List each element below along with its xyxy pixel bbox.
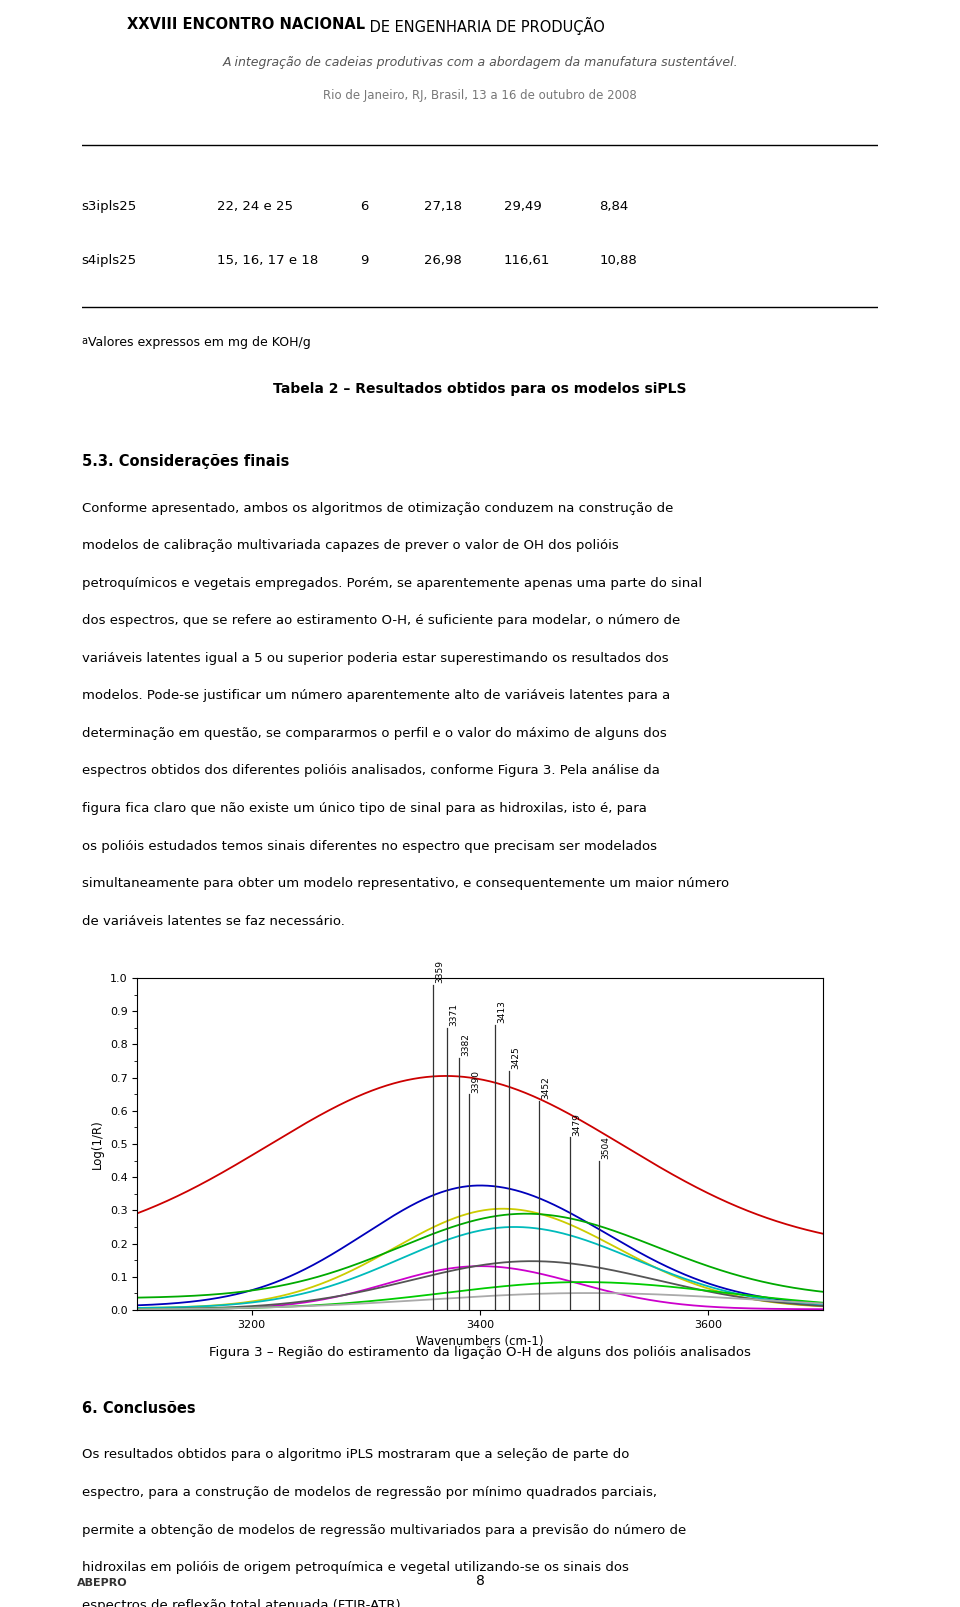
Text: Figura 3 – Região do estiramento da ligação O-H de alguns dos polióis analisados: Figura 3 – Região do estiramento da liga… xyxy=(209,1347,751,1360)
Text: 10,88: 10,88 xyxy=(599,254,637,267)
Text: 3382: 3382 xyxy=(462,1033,470,1056)
Text: 3504: 3504 xyxy=(601,1136,610,1159)
Text: 3425: 3425 xyxy=(511,1046,519,1069)
Text: 8: 8 xyxy=(475,1573,485,1588)
Text: espectro, para a construção de modelos de regressão por mínimo quadrados parciai: espectro, para a construção de modelos d… xyxy=(82,1486,657,1499)
Text: A integração de cadeias produtivas com a abordagem da manufatura sustentável.: A integração de cadeias produtivas com a… xyxy=(222,56,738,69)
Text: 29,49: 29,49 xyxy=(504,201,541,214)
Text: Os resultados obtidos para o algoritmo iPLS mostraram que a seleção de parte do: Os resultados obtidos para o algoritmo i… xyxy=(82,1448,629,1461)
Text: Conforme apresentado, ambos os algoritmos de otimização conduzem na construção d: Conforme apresentado, ambos os algoritmo… xyxy=(82,501,673,514)
Text: 3371: 3371 xyxy=(449,1003,458,1027)
Text: Tabela 2 – Resultados obtidos para os modelos siPLS: Tabela 2 – Resultados obtidos para os mo… xyxy=(274,382,686,395)
Text: DE ENGENHARIA DE PRODUÇÃO: DE ENGENHARIA DE PRODUÇÃO xyxy=(365,18,605,35)
Text: modelos de calibração multivariada capazes de prever o valor de OH dos polióis: modelos de calibração multivariada capaz… xyxy=(82,540,618,553)
Text: permite a obtenção de modelos de regressão multivariados para a previsão do núme: permite a obtenção de modelos de regress… xyxy=(82,1523,685,1536)
Text: s3ipls25: s3ipls25 xyxy=(82,201,137,214)
Text: dos espectros, que se refere ao estiramento O-H, é suficiente para modelar, o nú: dos espectros, que se refere ao estirame… xyxy=(82,614,680,627)
Text: espectros de reflexão total atenuada (FTIR-ATR).: espectros de reflexão total atenuada (FT… xyxy=(82,1599,404,1607)
Text: modelos. Pode-se justificar um número aparentemente alto de variáveis latentes p: modelos. Pode-se justificar um número ap… xyxy=(82,689,670,702)
Y-axis label: Log(1/R): Log(1/R) xyxy=(91,1118,105,1168)
Text: determinação em questão, se compararmos o perfil e o valor do máximo de alguns d: determinação em questão, se compararmos … xyxy=(82,726,666,739)
Text: XXVIII ENCONTRO NACIONAL: XXVIII ENCONTRO NACIONAL xyxy=(127,18,365,32)
X-axis label: Wavenumbers (cm-1): Wavenumbers (cm-1) xyxy=(417,1335,543,1348)
Text: os polióis estudados temos sinais diferentes no espectro que precisam ser modela: os polióis estudados temos sinais difere… xyxy=(82,839,657,852)
Text: figura fica claro que não existe um único tipo de sinal para as hidroxilas, isto: figura fica claro que não existe um únic… xyxy=(82,802,646,815)
Text: 3479: 3479 xyxy=(572,1112,582,1136)
Text: 8,84: 8,84 xyxy=(599,201,629,214)
Text: 5.3. Considerações finais: 5.3. Considerações finais xyxy=(82,455,289,469)
Text: espectros obtidos dos diferentes polióis analisados, conforme Figura 3. Pela aná: espectros obtidos dos diferentes polióis… xyxy=(82,765,660,778)
Text: 26,98: 26,98 xyxy=(424,254,462,267)
Text: petroquímicos e vegetais empregados. Porém, se aparentemente apenas uma parte do: petroquímicos e vegetais empregados. Por… xyxy=(82,577,702,590)
Text: 3413: 3413 xyxy=(497,1000,506,1022)
Text: Valores expressos em mg de KOH/g: Valores expressos em mg de KOH/g xyxy=(88,336,311,349)
Text: 3390: 3390 xyxy=(470,1070,480,1093)
Text: 9: 9 xyxy=(361,254,369,267)
Text: 6: 6 xyxy=(361,201,369,214)
Text: hidroxilas em polióis de origem petroquímica e vegetal utilizando-se os sinais d: hidroxilas em polióis de origem petroquí… xyxy=(82,1560,629,1573)
Text: 22, 24 e 25: 22, 24 e 25 xyxy=(217,201,293,214)
Text: 3359: 3359 xyxy=(436,959,444,983)
Text: 6. Conclusões: 6. Conclusões xyxy=(82,1401,195,1416)
Text: ABEPRO: ABEPRO xyxy=(77,1578,128,1588)
Text: simultaneamente para obter um modelo representativo, e consequentemente um maior: simultaneamente para obter um modelo rep… xyxy=(82,877,729,890)
Text: 116,61: 116,61 xyxy=(504,254,550,267)
Text: a: a xyxy=(82,336,87,346)
Text: variáveis latentes igual a 5 ou superior poderia estar superestimando os resulta: variáveis latentes igual a 5 ou superior… xyxy=(82,652,668,665)
Text: 3452: 3452 xyxy=(541,1077,551,1099)
Text: 27,18: 27,18 xyxy=(424,201,462,214)
Text: Rio de Janeiro, RJ, Brasil, 13 a 16 de outubro de 2008: Rio de Janeiro, RJ, Brasil, 13 a 16 de o… xyxy=(324,88,636,103)
Text: de variáveis latentes se faz necessário.: de variáveis latentes se faz necessário. xyxy=(82,914,345,927)
Text: s4ipls25: s4ipls25 xyxy=(82,254,136,267)
Text: 15, 16, 17 e 18: 15, 16, 17 e 18 xyxy=(217,254,319,267)
